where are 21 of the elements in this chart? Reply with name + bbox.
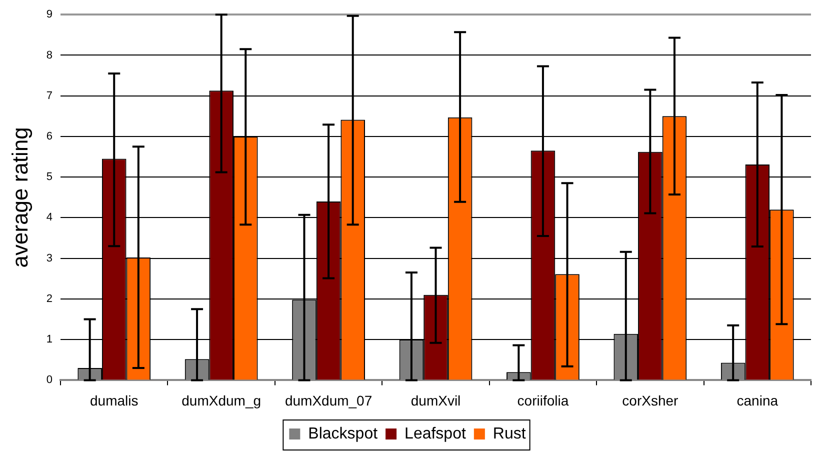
y-tick-label: 6: [46, 130, 53, 142]
y-tick-label: 3: [46, 252, 53, 264]
x-tick-label: coriifolia: [517, 392, 569, 408]
y-tick-label: 2: [46, 292, 53, 305]
x-tick-label: dumXvil: [410, 392, 461, 408]
x-tick-label: corXsher: [622, 392, 679, 408]
y-tick-label: 7: [46, 90, 53, 102]
x-tick-label: dumalis: [90, 392, 138, 408]
x-tick-label: dumXdum_g: [182, 392, 262, 408]
y-tick-label: 4: [46, 212, 53, 224]
y-tick-label: 9: [46, 8, 53, 21]
x-tick-label: canina: [736, 392, 778, 408]
legend-label: Blackspot: [308, 425, 378, 442]
y-tick-label: 1: [46, 334, 53, 346]
y-tick-label: 5: [46, 171, 53, 184]
x-tick-label: dumXdum_07: [284, 392, 372, 408]
y-axis-title: average rating: [7, 127, 32, 268]
y-tick-label: 0: [46, 374, 53, 386]
legend-label: Leafspot: [404, 425, 466, 442]
y-tick-label: 8: [46, 49, 53, 62]
legend-label: Rust: [492, 425, 526, 442]
